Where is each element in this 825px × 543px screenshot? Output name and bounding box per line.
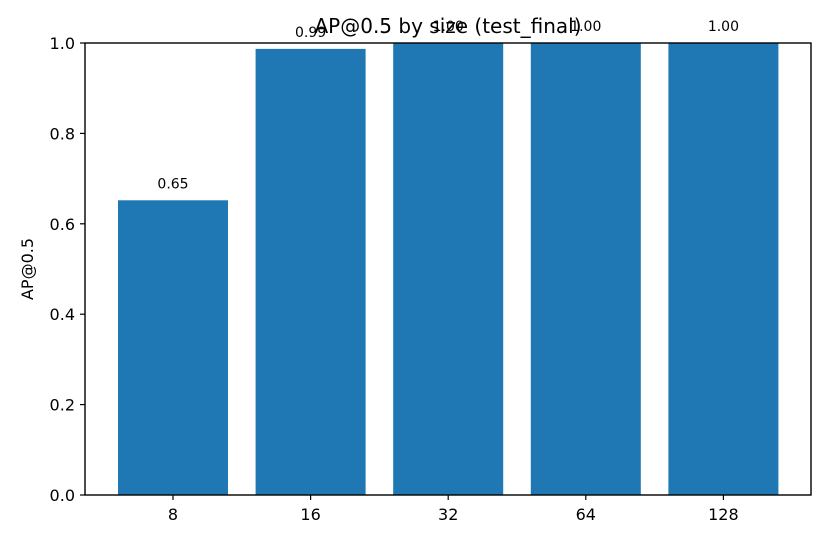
y-tick-label-0.0: 0.0 bbox=[50, 486, 75, 505]
x-tick-label-128: 128 bbox=[708, 505, 739, 524]
data-label-64: 1.00 bbox=[570, 19, 601, 35]
bar-128 bbox=[668, 43, 779, 495]
bars-group bbox=[118, 43, 779, 495]
bar-64 bbox=[530, 43, 641, 495]
bar-8 bbox=[118, 200, 228, 495]
y-tick-label-0.6: 0.6 bbox=[50, 215, 75, 234]
y-tick-label-0.4: 0.4 bbox=[50, 305, 75, 324]
x-tick-label-8: 8 bbox=[168, 505, 178, 524]
data-labels-group: 0.65 0.99 1.00 1.00 1.00 bbox=[157, 19, 739, 192]
y-axis-label: AP@0.5 bbox=[18, 238, 37, 300]
y-tick-label-0.2: 0.2 bbox=[50, 396, 75, 415]
y-tick-label-1.0: 1.0 bbox=[50, 34, 75, 53]
x-tick-label-16: 16 bbox=[300, 505, 320, 524]
data-label-16: 0.99 bbox=[295, 25, 326, 41]
y-axis: 0.0 0.2 0.4 0.6 0.8 1.0 bbox=[50, 34, 85, 505]
bar-32 bbox=[393, 43, 504, 495]
x-tick-label-64: 64 bbox=[576, 505, 596, 524]
data-label-8: 0.65 bbox=[157, 176, 188, 192]
x-axis: 8 16 32 64 128 bbox=[168, 495, 739, 524]
data-label-32: 1.00 bbox=[433, 19, 464, 35]
data-label-128: 1.00 bbox=[708, 19, 739, 35]
bar-16 bbox=[255, 48, 366, 495]
y-tick-label-0.8: 0.8 bbox=[50, 124, 75, 143]
x-tick-label-32: 32 bbox=[438, 505, 458, 524]
chart-title: AP@0.5 by size (test_final) bbox=[314, 14, 581, 38]
